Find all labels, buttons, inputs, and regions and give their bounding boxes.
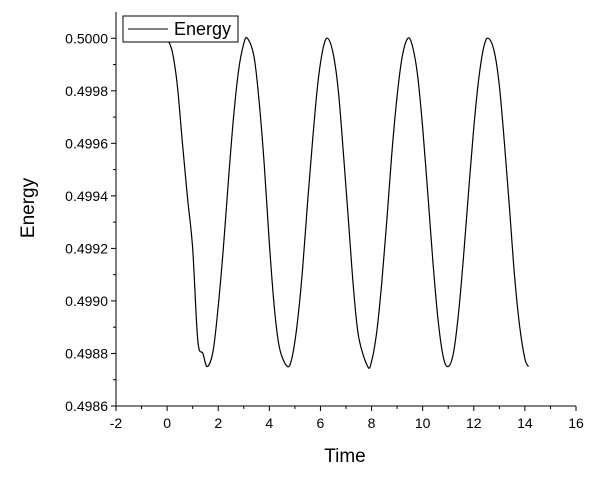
x-tick-label: 8: [368, 415, 376, 431]
x-tick-label: 0: [163, 415, 171, 431]
y-axis-label: Energy: [18, 177, 39, 238]
x-tick-label: 10: [415, 415, 431, 431]
series-layer: [166, 36, 530, 369]
y-tick-label: 0.5000: [65, 30, 108, 46]
axes-layer: -2 0 2 4 6 8 10 12 14 16 0.4986 0.4988 0.4990 0.4992 0…: [65, 12, 584, 431]
x-tick-label: 16: [568, 415, 584, 431]
y-tick-label: 0.4986: [65, 398, 108, 414]
x-tick-label: 4: [265, 415, 273, 431]
legend-label: Energy: [174, 19, 231, 39]
y-tick-label: 0.4998: [65, 83, 108, 99]
legend: Energy: [122, 15, 239, 43]
x-axis-label: Time: [324, 446, 366, 467]
x-tick-label: -2: [110, 415, 123, 431]
y-tick-label: 0.4992: [65, 240, 108, 256]
y-tick-label: 0.4988: [65, 345, 108, 361]
x-tick-label: 2: [214, 415, 222, 431]
x-tick-label: 14: [517, 415, 533, 431]
series-line-energy: [166, 36, 530, 369]
y-tick-label: 0.4994: [65, 188, 108, 204]
x-tick-label: 6: [317, 415, 325, 431]
x-tick-label: 12: [466, 415, 482, 431]
y-tick-label: 0.4990: [65, 293, 108, 309]
y-tick-label: 0.4996: [65, 135, 108, 151]
